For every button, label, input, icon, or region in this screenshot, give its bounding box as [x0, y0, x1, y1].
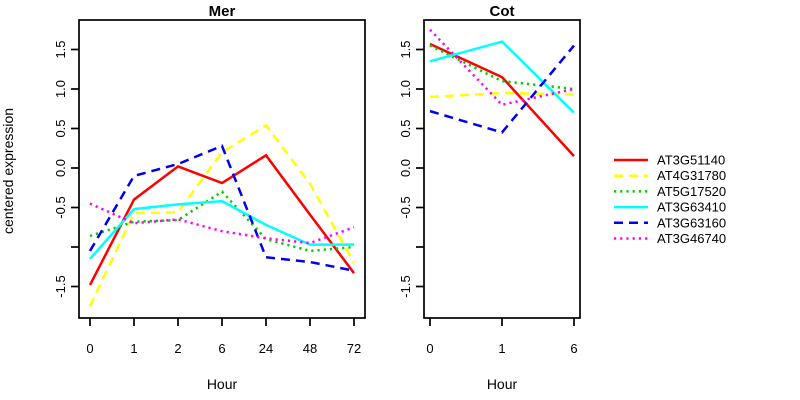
x-tick-label: 6 [218, 341, 225, 356]
legend-label: AT5G17520 [657, 184, 726, 199]
legend-item: AT3G63410 [614, 200, 726, 215]
legend-label: AT3G63160 [657, 215, 726, 230]
series-line-AT3G46740 [89, 202, 355, 245]
panel-title-cot: Cot [490, 3, 515, 20]
x-tick-label: 48 [303, 341, 317, 356]
y-tick-label: 1.5 [398, 40, 413, 58]
legend-item: AT3G51140 [614, 153, 725, 168]
legend-item: AT4G31780 [614, 168, 726, 183]
panel-mer: 0 1 2 6 24 48 72 -1.5 -0.5 0.0 0.5 1.0 1.5 [53, 19, 366, 356]
series-line-AT4G31780 [88, 123, 356, 307]
y-tick-label: 0.5 [53, 119, 68, 137]
series-line-AT5G17520 [429, 44, 575, 91]
plot-box [78, 19, 366, 319]
y-tick-label: 0.0 [398, 159, 413, 177]
legend-item: AT3G46740 [614, 231, 726, 246]
y-tick-label: -0.5 [53, 196, 68, 218]
series-line-AT3G51140 [429, 42, 575, 157]
y-tick-label: 1.0 [53, 80, 68, 98]
y-tick-label: 0.0 [53, 159, 68, 177]
legend-label: AT3G63410 [657, 200, 726, 215]
x-tick-label: 6 [570, 341, 577, 356]
y-tick-label: -1.5 [398, 275, 413, 297]
legend-item: AT5G17520 [614, 184, 726, 199]
legend-label: AT3G51140 [657, 153, 725, 168]
series-line-AT3G51140 [88, 153, 355, 286]
y-tick-label: 1.0 [398, 80, 413, 98]
series-line-AT4G31780 [429, 91, 575, 99]
panel-cot: 0 1 6 -1.5 -0.5 0.0 0.5 1.0 1.5 [398, 19, 581, 356]
x-tick-label: 1 [130, 341, 137, 356]
panel-title-mer: Mer [209, 3, 236, 20]
y-tick-label: -1.5 [53, 275, 68, 297]
series-line-AT3G63160 [429, 44, 575, 134]
x-tick-label: 0 [86, 341, 93, 356]
series-line-AT3G63410 [89, 199, 354, 260]
x-tick-label: 2 [174, 341, 181, 356]
x-tick-label: 72 [347, 341, 361, 356]
x-axis-label-cot: Hour [487, 376, 518, 392]
y-tick-label: 0.5 [398, 119, 413, 137]
x-tick-label: 24 [259, 341, 273, 356]
series-line-AT3G63410 [429, 40, 575, 114]
legend-label: AT3G46740 [657, 231, 726, 246]
x-axis-label-mer: Hour [207, 376, 238, 392]
legend-label: AT4G31780 [657, 168, 726, 183]
legend-item: AT3G63160 [614, 215, 726, 230]
x-tick-label: 0 [426, 341, 433, 356]
y-axis-label: centered expression [0, 108, 16, 234]
x-tick-label: 1 [498, 341, 505, 356]
legend: AT3G51140 AT4G31780 AT5G17520 AT3G63410 … [614, 153, 726, 246]
series-line-AT5G17520 [89, 190, 355, 253]
y-tick-label: -0.5 [398, 196, 413, 218]
y-tick-label: 1.5 [53, 40, 68, 58]
series-line-AT3G63160 [88, 144, 355, 272]
plot-box [423, 19, 581, 319]
